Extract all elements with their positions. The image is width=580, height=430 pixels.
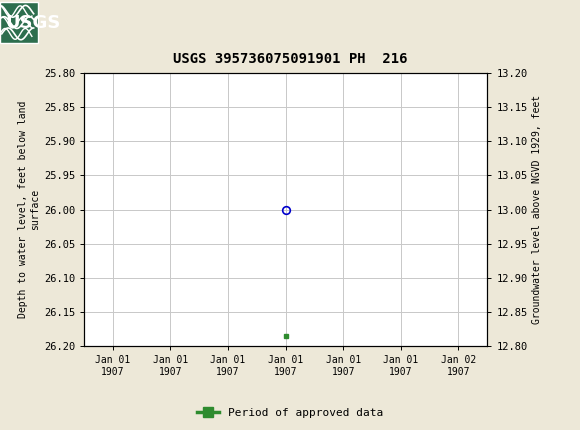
Legend: Period of approved data: Period of approved data [193,403,387,422]
Y-axis label: Groundwater level above NGVD 1929, feet: Groundwater level above NGVD 1929, feet [532,95,542,324]
Text: USGS: USGS [6,14,61,31]
FancyBboxPatch shape [0,2,38,43]
Text: USGS 395736075091901 PH  216: USGS 395736075091901 PH 216 [173,52,407,66]
Y-axis label: Depth to water level, feet below land
surface: Depth to water level, feet below land su… [18,101,39,318]
